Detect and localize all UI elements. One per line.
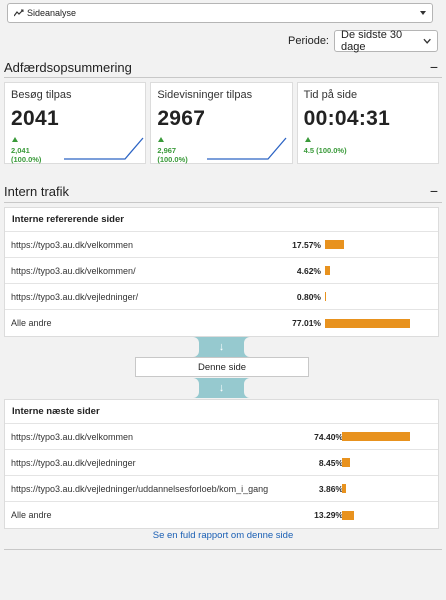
period-filter: Periode: De sidste 30 dage	[288, 29, 438, 53]
share-percent: 0.80%	[296, 291, 321, 302]
this-page-box: Denne side	[135, 357, 309, 377]
kpi-pageviews: Sidevisninger tilpas 2967 2,967 (100.0%)	[150, 82, 293, 164]
kpi-title: Sidevisninger tilpas	[157, 89, 253, 101]
share-percent: 74.40%	[314, 431, 343, 442]
list-item[interactable]: https://typo3.au.dk/velkommen/4.62%	[5, 258, 438, 284]
behavior-summary-title: Adfærdsopsummering	[4, 59, 132, 75]
arrow-down-icon: ↓	[193, 337, 250, 357]
kpi-title: Besøg tilpas	[11, 89, 72, 101]
share-percent: 13.29%	[314, 510, 343, 520]
list-item[interactable]: https://typo3.au.dk/velkommen 17.57%	[5, 232, 438, 258]
share-bar	[342, 510, 355, 520]
chevron-down-icon	[423, 38, 431, 44]
collapse-icon[interactable]: −	[429, 59, 438, 75]
list-item[interactable]: https://typo3.au.dk/vejledninger/uddanne…	[5, 476, 438, 502]
period-label: Periode:	[288, 35, 329, 47]
kpi-delta-pct: (100.0%)	[157, 155, 188, 164]
kpi-value: 2041	[11, 107, 59, 130]
kpi-delta: 4.5 (100.0%)	[304, 146, 347, 155]
share-percent: 77.01%	[292, 318, 321, 328]
caret-down-icon	[420, 11, 426, 15]
list-item[interactable]: https://typo3.au.dk/vejledninger/0.80%	[5, 284, 438, 310]
up-arrow-icon	[12, 137, 18, 142]
page-url[interactable]: https://typo3.au.dk/vejledninger/	[11, 291, 139, 302]
collapse-icon[interactable]: −	[429, 183, 438, 199]
share-percent: 8.45%	[318, 457, 343, 468]
page-url[interactable]: https://typo3.au.dk/vejledninger	[11, 457, 136, 468]
page-url[interactable]: Alle andre	[11, 318, 52, 328]
share-bar	[342, 432, 411, 441]
period-select-value: De sidste 30 dage	[341, 29, 403, 53]
kpi-row: Besøg tilpas 2041 2,041 (100.0%) Sidevis…	[4, 82, 439, 164]
divider	[4, 549, 442, 550]
trend-line-icon	[14, 9, 24, 17]
page-url[interactable]: Alle andre	[11, 510, 52, 520]
kpi-value: 2967	[157, 107, 206, 130]
share-percent: 3.86%	[318, 483, 343, 494]
next-pages-panel: Interne næste sider https://typo3.au.dk/…	[4, 399, 439, 529]
kpi-delta-value: 2,041	[11, 146, 30, 155]
sparkline	[207, 137, 287, 160]
next-pages-list: https://typo3.au.dk/velkommen 74.40% https…	[5, 424, 438, 528]
share-bar	[325, 266, 331, 275]
kpi-delta-value: 4.5 (100.0%)	[303, 146, 347, 155]
kpi-visits: Besøg tilpas 2041 2,041 (100.0%)	[4, 82, 147, 164]
share-percent: 17.57%	[292, 239, 321, 250]
kpi-delta: 2,967 (100.0%)	[157, 146, 187, 164]
period-select[interactable]: De sidste 30 dage	[334, 29, 438, 53]
kpi-value: 00:04:31	[303, 107, 391, 130]
kpi-time-on-page: Tid på side 00:04:31 4.5 (100.0%)	[296, 82, 439, 164]
divider	[4, 202, 442, 203]
share-bar	[342, 458, 350, 467]
arrow-down-icon: ↓	[193, 378, 250, 398]
list-item[interactable]: Alle andre 77.01%	[5, 310, 438, 336]
page-url[interactable]: https://typo3.au.dk/velkommen/	[11, 265, 136, 276]
list-item[interactable]: https://typo3.au.dk/vejledninger 8.45%	[5, 450, 438, 476]
up-arrow-icon	[158, 137, 165, 142]
referrers-list: https://typo3.au.dk/velkommen 17.57% https…	[5, 232, 438, 336]
divider	[4, 77, 442, 78]
page-analysis-select[interactable]: Sideanalyse	[7, 3, 433, 23]
page-url[interactable]: https://typo3.au.dk/velkommen	[11, 431, 134, 442]
kpi-delta-pct: (100.0%)	[11, 155, 42, 164]
full-report-link[interactable]: Se en fuld rapport om denne side	[152, 530, 294, 541]
page-analysis-select-label: Sideanalyse	[27, 8, 77, 18]
kpi-delta-value: 2,967	[157, 146, 177, 155]
share-bar	[325, 318, 410, 328]
up-arrow-icon	[304, 137, 311, 142]
referrers-title: Interne refererende sider	[5, 208, 438, 232]
list-item[interactable]: Alle andre 13.29%	[5, 502, 438, 528]
share-bar	[342, 484, 346, 493]
kpi-title: Tid på side	[303, 89, 358, 101]
internal-traffic-title: Intern trafik	[4, 183, 70, 199]
behavior-summary-header[interactable]: Adfærdsopsummering −	[4, 59, 442, 75]
share-bar	[325, 240, 345, 249]
share-bar	[325, 292, 326, 301]
kpi-delta: 2,041 (100.0%)	[11, 146, 41, 164]
page-url[interactable]: https://typo3.au.dk/vejledninger/uddanne…	[11, 483, 269, 494]
referrers-panel: Interne refererende sider https://typo3.…	[4, 207, 439, 337]
internal-traffic-header[interactable]: Intern trafik −	[4, 183, 442, 199]
next-pages-title: Interne næste sider	[5, 400, 438, 424]
share-percent: 4.62%	[296, 265, 321, 276]
sparkline	[64, 137, 144, 160]
page-url[interactable]: https://typo3.au.dk/velkommen	[11, 239, 134, 250]
list-item[interactable]: https://typo3.au.dk/velkommen 74.40%	[5, 424, 438, 450]
